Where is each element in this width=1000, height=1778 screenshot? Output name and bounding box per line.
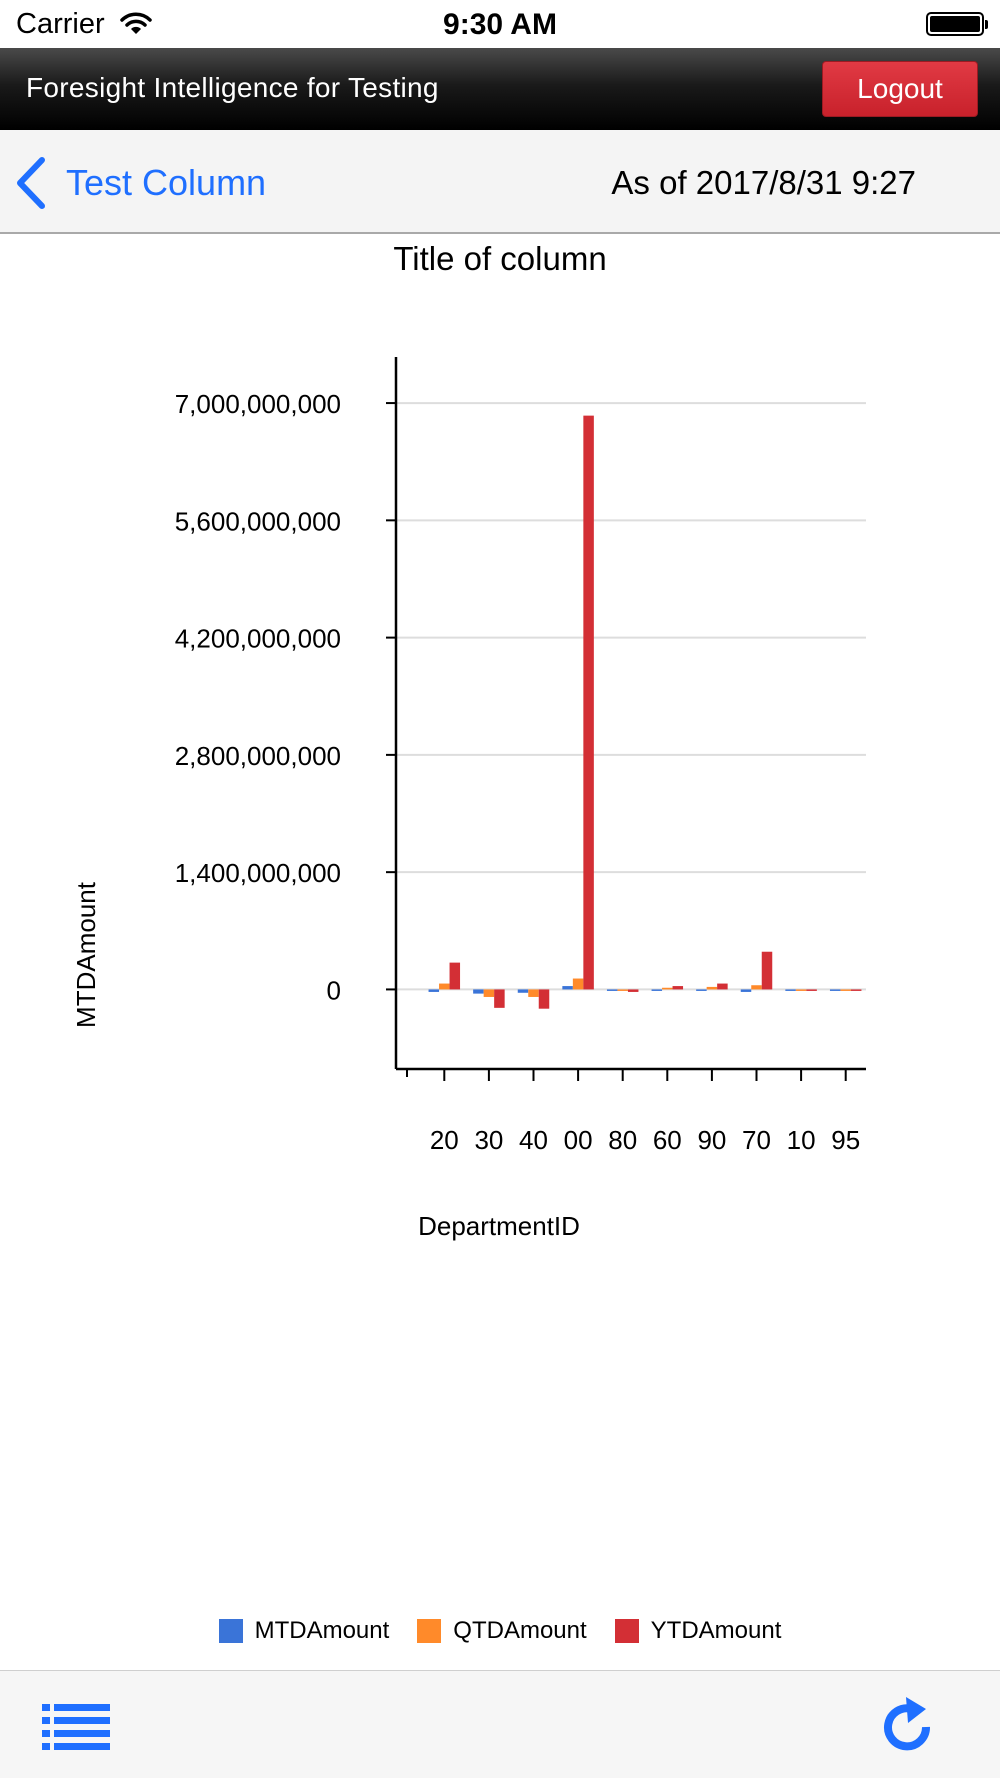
back-label: Test Column [66,162,267,203]
nav-bar: Test Column As of 2017/8/31 9:27 [0,130,1000,234]
y-tick-label: 2,800,000,000 [175,741,341,771]
app-title: Foresight Intelligence for Testing [26,72,439,103]
y-tick-label: 4,200,000,000 [175,624,341,654]
bar-qtdamount [528,989,539,997]
legend-swatch [417,1619,442,1643]
x-tick-label: 80 [608,1125,637,1155]
bar-mtdamount [740,989,752,992]
column-chart: 0 1,400,000,000 2,800,000,000 4,200,000,000… [71,357,866,1241]
legend-item: QTDAmount [417,1617,587,1645]
bar-qtdamount [572,978,584,990]
x-tick-label: 10 [787,1125,816,1155]
bar-mtdamount [785,989,796,991]
bar-ytdamount [672,986,684,990]
bar-ytdamount [806,989,817,991]
as-of-timestamp: As of 2017/8/31 9:27 [611,164,916,201]
wifi-icon [120,12,152,34]
bar-ytdamount [449,962,461,990]
y-tick-label: 1,400,000,000 [175,858,341,888]
bar-qtdamount [795,989,807,991]
y-tick-label: 7,000,000,000 [175,389,341,419]
legend-label: YTDAmount [650,1617,782,1644]
x-tick-label: 00 [564,1125,593,1155]
bar-mtdamount [651,989,663,991]
bar-ytdamount [627,989,639,992]
chevron-left-icon [17,157,45,209]
chart-legend: MTDAmount QTDAmount YTDAmount [0,1617,1000,1645]
legend-label: QTDAmount [453,1617,587,1644]
legend-swatch [614,1619,639,1643]
bar-qtdamount [662,987,673,990]
bar-qtdamount [751,985,762,990]
legend-swatch [218,1619,243,1643]
bar-qtdamount [840,989,851,991]
bar-ytdamount [761,951,773,990]
x-tick-label: 70 [742,1125,771,1155]
legend-label: MTDAmount [254,1617,390,1644]
bottom-toolbar [0,1670,1000,1778]
status-bar: Carrier 9:30 AM [0,0,1000,48]
bar-mtdamount [829,989,841,991]
bar-mtdamount [473,989,484,994]
bar-qtdamount [483,989,495,997]
bar-mtdamount [606,989,618,991]
bar-ytdamount [494,989,505,1008]
bar-qtdamount [706,986,718,990]
x-tick-label: 40 [519,1125,548,1155]
carrier-label: Carrier [16,8,105,40]
legend-item: YTDAmount [614,1617,782,1645]
bar-qtdamount [439,983,450,990]
x-axis-title: DepartmentID [418,1211,580,1241]
bar-mtdamount [696,989,707,991]
chart-title: Title of column [393,240,607,277]
x-tick-label: 95 [831,1125,860,1155]
y-tick-label: 5,600,000,000 [175,506,341,536]
status-time: 9:30 AM [443,8,557,41]
battery-level [930,16,980,32]
x-tick-label: 90 [697,1125,726,1155]
back-button[interactable]: Test Column [14,156,266,210]
bar-qtdamount [617,989,628,991]
bar-ytdamount [717,983,728,990]
bar-mtdamount [428,989,440,992]
x-tick-label: 20 [430,1125,459,1155]
y-axis-title: MTDAmount [71,881,101,1028]
battery-icon [926,12,988,36]
menu-icon[interactable] [42,1703,110,1751]
legend-item: MTDAmount [218,1617,390,1645]
bar-ytdamount [850,989,862,991]
bar-mtdamount [517,989,529,993]
logout-button[interactable]: Logout [822,61,978,117]
bar-mtdamount [562,986,573,990]
bar-ytdamount [583,415,594,990]
x-tick-label: 30 [474,1125,503,1155]
bar-ytdamount [538,989,550,1009]
refresh-icon[interactable] [882,1695,934,1753]
x-tick-label: 60 [653,1125,682,1155]
y-tick-label: 0 [327,975,341,1005]
app-header: Foresight Intelligence for Testing Logou… [0,48,1000,130]
